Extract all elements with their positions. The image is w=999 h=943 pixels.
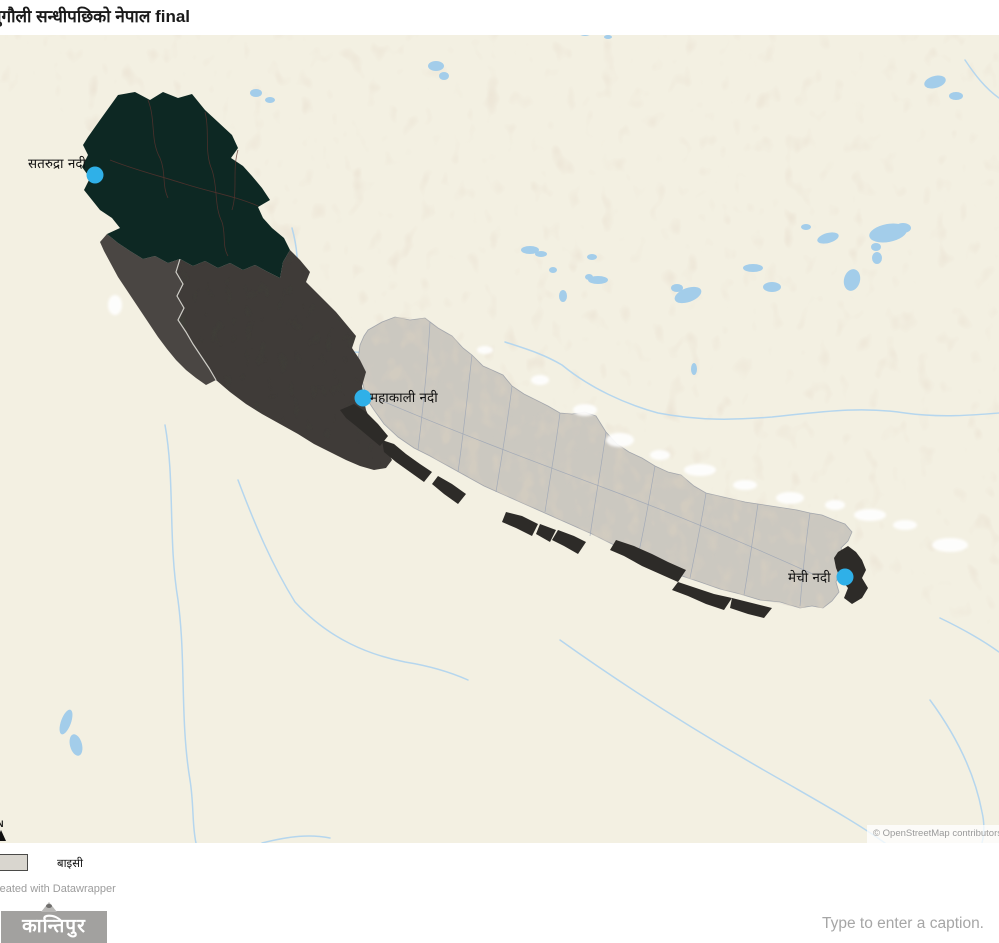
river-label-mahakali: महाकाली नदी [370,390,438,406]
nepal-map-canvas: सतरुद्रा नदी महाकाली नदी मेची नदी N © Op… [0,35,999,843]
marker-mechi [836,568,854,586]
nepal-hillshade [360,317,852,608]
region-west-teal [82,92,290,278]
terai-strips [340,404,772,618]
north-arrow-icon [0,830,6,841]
page-title: सुगौली सन्धीपछिको नेपाल final [0,7,191,26]
marker-mahakali [354,389,372,407]
north-arrow: N [0,820,12,841]
lakes [59,35,963,756]
region-mid-gray-west [100,234,216,385]
legend-label-baisi: बाइसी [57,856,83,870]
mid-gray-texture [176,250,392,470]
river-label-satrudra: सतरुद्रा नदी [28,156,87,172]
river-lines [164,59,999,843]
marker-satrudra [86,166,104,184]
temple-spire-icon [41,902,57,912]
map-legend: बाइसी [0,851,999,875]
osm-attribution: © OpenStreetMap contributors [867,825,999,843]
gray-subregion-boundary [175,258,217,381]
river-markers [86,166,854,586]
teal-internal-boundaries [109,99,259,257]
caption-placeholder-input[interactable]: Type to enter a caption. [822,915,984,932]
river-label-mechi: मेची नदी [788,570,831,586]
kantipur-logo-text: कान्तिपुर [22,916,86,937]
map-svg [0,35,999,843]
north-label: N [0,819,4,829]
district-boundaries [379,321,816,607]
kantipur-logo: कान्तिपुर [1,902,107,943]
legend-swatch-baisi [0,854,28,871]
datawrapper-credit: Created with Datawrapper [0,883,116,895]
